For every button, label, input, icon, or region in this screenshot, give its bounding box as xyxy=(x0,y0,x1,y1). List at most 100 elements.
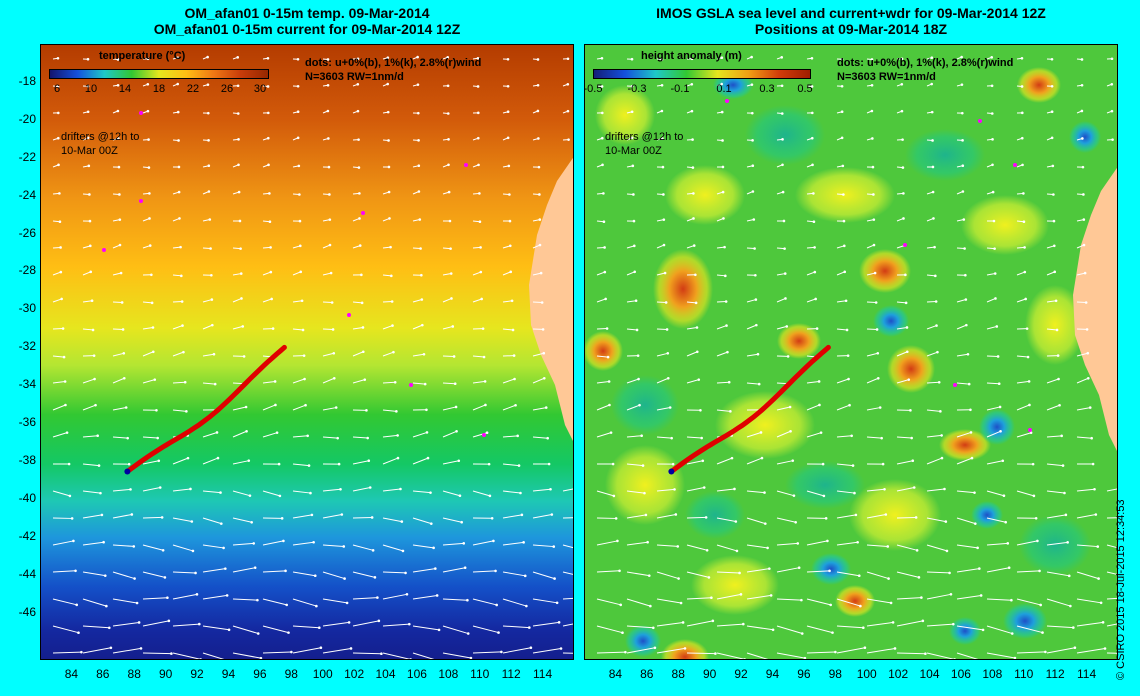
current-vector xyxy=(686,460,703,465)
vector-head xyxy=(904,273,907,277)
vector-head xyxy=(327,137,330,140)
vector-head xyxy=(386,110,390,114)
vector-head xyxy=(720,56,724,60)
vector-head xyxy=(1010,632,1014,635)
current-vector xyxy=(626,463,644,467)
current-vector xyxy=(716,517,736,523)
vector-head xyxy=(239,247,242,250)
current-vector xyxy=(986,382,1000,385)
vector-head xyxy=(206,83,210,86)
current-vector xyxy=(716,623,744,627)
current-vector xyxy=(382,325,393,330)
vector-head xyxy=(446,112,450,115)
vector-head xyxy=(621,631,624,634)
current-vector xyxy=(262,570,286,573)
vector-head xyxy=(419,247,422,250)
vector-head xyxy=(161,548,165,552)
current-vector xyxy=(142,597,168,600)
vector-head xyxy=(366,436,369,440)
vector-head xyxy=(357,138,360,141)
vector-head xyxy=(380,652,383,656)
vector-head xyxy=(887,577,890,580)
vector-head xyxy=(781,138,784,141)
current-vector xyxy=(262,404,276,411)
current-vector xyxy=(896,652,926,655)
current-vector xyxy=(82,463,100,467)
low-anomaly-feature xyxy=(949,617,981,645)
vector-head xyxy=(902,217,905,220)
current-vector xyxy=(322,647,352,654)
high-anomaly-feature xyxy=(745,105,825,165)
current-vector xyxy=(472,404,486,411)
current-vector xyxy=(926,488,945,492)
vector-head xyxy=(59,270,63,274)
vector-head xyxy=(422,352,426,356)
vector-head xyxy=(734,520,738,523)
current-vector xyxy=(412,625,440,631)
latitude-tick-label: -18 xyxy=(18,73,36,88)
current-vector xyxy=(82,300,93,303)
vector-head xyxy=(1027,380,1031,383)
vector-head xyxy=(979,594,983,597)
vector-head xyxy=(1004,520,1007,524)
current-vector xyxy=(202,457,219,465)
vector-head xyxy=(813,270,817,274)
vector-head xyxy=(600,85,604,88)
vector-head xyxy=(692,217,695,220)
vector-head xyxy=(252,542,256,545)
vector-head xyxy=(874,301,878,304)
vector-head xyxy=(147,166,151,169)
current-vector xyxy=(1106,544,1117,549)
left-title-line2: OM_afan01 0-15m current for 09-Mar-2014 … xyxy=(153,21,461,37)
vector-head xyxy=(1086,351,1090,355)
drifter-track-line xyxy=(124,344,287,474)
vector-head xyxy=(100,513,104,517)
colorbar-tick: 26 xyxy=(220,83,234,95)
current-vector xyxy=(836,625,864,629)
vector-head xyxy=(94,403,97,407)
current-vector xyxy=(866,621,894,627)
vector-head xyxy=(377,619,381,623)
current-vector xyxy=(562,652,573,654)
vector-head xyxy=(117,137,120,140)
current-vector xyxy=(52,298,62,303)
latitude-tick-label: -42 xyxy=(18,528,36,543)
vector-head xyxy=(97,464,101,467)
current-vector xyxy=(686,516,707,519)
vector-head xyxy=(811,163,814,167)
vector-head xyxy=(58,220,62,223)
vector-head xyxy=(238,219,242,223)
current-vector xyxy=(596,432,612,438)
vector-head xyxy=(724,274,727,278)
current-vector xyxy=(926,434,942,438)
current-vector xyxy=(412,517,432,525)
current-vector xyxy=(746,652,769,659)
high-anomaly-feature xyxy=(665,165,745,225)
current-vector xyxy=(292,514,312,519)
vector-head xyxy=(978,567,981,570)
vector-head xyxy=(310,513,314,517)
vector-head xyxy=(266,56,270,60)
vector-head xyxy=(448,219,452,223)
current-vector xyxy=(626,625,654,629)
vector-head xyxy=(643,491,646,495)
vector-head xyxy=(966,352,970,356)
current-vector xyxy=(926,300,937,303)
vector-head xyxy=(416,111,420,115)
current-vector xyxy=(806,404,820,411)
vector-head xyxy=(395,410,398,413)
vector-head xyxy=(315,604,318,608)
vector-head xyxy=(256,632,260,635)
vector-head xyxy=(447,190,451,194)
vector-head xyxy=(721,190,725,194)
vector-head xyxy=(86,136,90,140)
vector-head xyxy=(743,658,746,659)
current-vector xyxy=(986,460,1003,465)
vector-head xyxy=(884,513,888,516)
vector-head xyxy=(961,139,964,142)
current-vector xyxy=(442,325,453,330)
high-anomaly-feature xyxy=(653,249,713,329)
current-vector xyxy=(806,651,836,654)
vector-head xyxy=(121,328,125,331)
current-vector xyxy=(292,571,316,577)
